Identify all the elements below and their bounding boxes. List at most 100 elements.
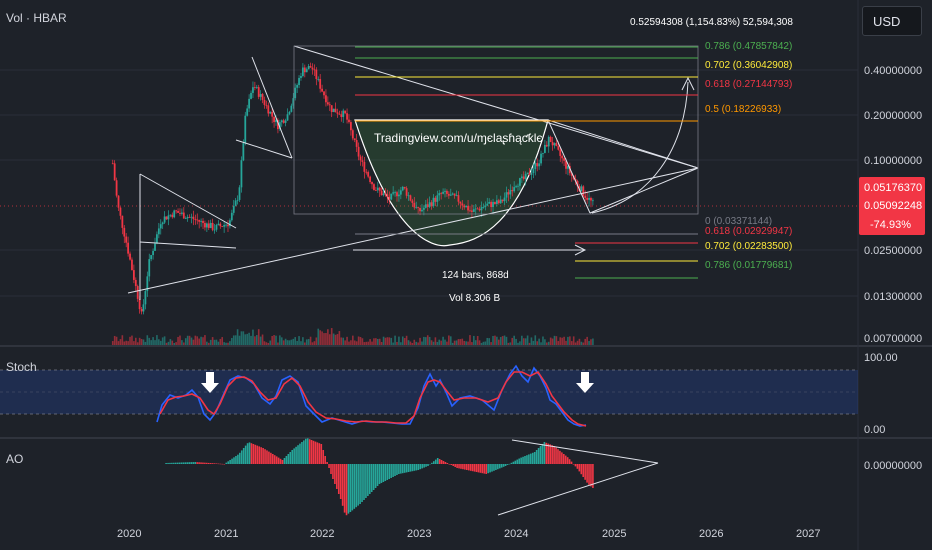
candle-body [148, 259, 151, 277]
candle-body [334, 108, 337, 113]
time-axis: 2020 2021 2022 2023 2024 2025 2026 2027 [117, 528, 820, 540]
candle-body [570, 173, 573, 176]
candle-body [238, 187, 241, 200]
candle-body [192, 216, 195, 220]
ao-bar [502, 464, 505, 467]
ao-bar [235, 456, 237, 464]
ao-bar [489, 464, 491, 473]
volume-bar [271, 336, 273, 345]
candle-body [415, 207, 418, 208]
ao-bar [376, 464, 379, 486]
ao-bar [516, 459, 519, 464]
candle-body [140, 309, 143, 312]
volume-bar [238, 335, 241, 345]
volume-bar [530, 337, 533, 345]
ao-bar [396, 464, 398, 475]
candle-body [257, 87, 260, 97]
ao-bar [541, 444, 544, 464]
candle-body [142, 304, 145, 312]
ao-bar [401, 464, 404, 474]
ao-bar [592, 464, 594, 488]
ao-bar [357, 464, 359, 506]
volume-bar [302, 337, 304, 345]
ao-bar [549, 444, 552, 464]
currency-button[interactable]: USD [862, 6, 922, 36]
candle-body [459, 201, 462, 204]
volume-bar [229, 341, 231, 345]
candle-body [296, 85, 299, 88]
stoch-title[interactable]: Stoch [6, 360, 37, 374]
volume-bar [234, 335, 237, 345]
ao-bar [574, 464, 577, 467]
candle-body [315, 69, 318, 80]
volume-bar [140, 339, 143, 345]
stoch-tick-0: 0.00 [864, 424, 885, 436]
candle-body [165, 216, 168, 220]
volume-bar [428, 336, 431, 345]
volume-bar [154, 340, 156, 345]
volume-bar [159, 340, 162, 345]
volume-bar [231, 337, 233, 345]
ao-bar [590, 464, 592, 487]
volume-bar [129, 336, 131, 345]
volume-bar [304, 342, 306, 345]
volume-bar [455, 340, 458, 345]
volume-bar [206, 341, 208, 345]
ao-bar [417, 464, 420, 470]
ao-bar [217, 463, 220, 465]
volume-bar [352, 335, 354, 345]
volume-bar [555, 336, 558, 345]
candle-body [305, 69, 308, 73]
candle-body [225, 224, 227, 226]
volume-bar [570, 341, 573, 345]
candle-body [376, 187, 379, 191]
volume-bar [298, 336, 300, 345]
volume-bar [259, 336, 262, 345]
ao-bar [545, 442, 548, 464]
candle-body [511, 190, 514, 192]
volume-bars [111, 328, 594, 345]
symbol-title[interactable]: Vol · HBAR [6, 11, 67, 25]
ao-bar [531, 452, 534, 464]
candle-body [513, 187, 516, 192]
candle-body [213, 229, 216, 231]
volume-bar [261, 334, 264, 345]
candle-body [522, 176, 525, 179]
volume-bar [269, 340, 272, 345]
ao-bar [553, 446, 555, 464]
volume-bar [411, 342, 414, 345]
candle-body [336, 112, 339, 114]
candle-body [401, 186, 404, 191]
candle-body [526, 172, 529, 175]
candle-body [565, 160, 567, 169]
volume-bar [582, 342, 585, 345]
ao-bar [264, 449, 266, 464]
ao-bar [572, 464, 575, 465]
volume-bar [134, 337, 137, 345]
candle-body [542, 152, 544, 154]
ao-bar [563, 454, 565, 464]
ao-bar [384, 464, 387, 481]
candle-body [421, 209, 423, 212]
volume-bar [474, 340, 477, 345]
candle-body [161, 222, 164, 225]
candle-body [144, 291, 147, 305]
ao-title[interactable]: AO [6, 452, 23, 466]
candle-body [492, 201, 494, 208]
candle-body [332, 108, 335, 113]
fib-upper-label-3: 0.5 (0.18226933) [705, 104, 781, 115]
candle-body [505, 192, 508, 198]
candle-body [482, 206, 485, 208]
volume-bar [569, 336, 571, 345]
time-label-2024: 2024 [504, 528, 528, 540]
ao-bar [413, 464, 416, 471]
volume-bar [138, 337, 141, 345]
volume-bar [273, 335, 275, 345]
ao-bar [359, 464, 361, 504]
trendline-drawings [127, 45, 699, 300]
price-tick-3: 0.02500000 [864, 245, 922, 257]
candle-body [405, 188, 408, 196]
ao-bar [248, 442, 251, 464]
ao-bar [479, 464, 482, 473]
